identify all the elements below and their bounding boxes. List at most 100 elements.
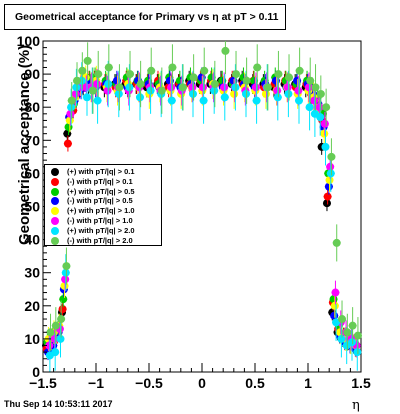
data-point (326, 162, 335, 171)
data-point (231, 83, 240, 92)
data-point (320, 119, 329, 128)
data-point (316, 113, 325, 122)
data-point (72, 83, 81, 92)
data-point (253, 63, 262, 72)
legend-marker (51, 197, 59, 206)
data-point (61, 268, 70, 277)
data-point (46, 328, 55, 337)
legend-label: (+) with pT/|q| > 0.5 (67, 186, 135, 196)
x-tick-label: −1.5 (29, 375, 57, 391)
legend-label: (-) with pT/|q| > 1.0 (67, 216, 133, 225)
data-point (285, 73, 294, 82)
legend-entry: (+) with pT/|q| > 1.0 (45, 206, 163, 216)
data-point (167, 96, 176, 105)
legend-label: (+) with pT/|q| > 1.0 (67, 206, 135, 216)
y-tick-label: 80 (24, 99, 40, 115)
data-point (337, 334, 346, 343)
data-point (50, 334, 59, 343)
x-tick-label: 1.5 (351, 375, 371, 391)
y-tick-label: 100 (17, 33, 41, 49)
y-tick-label: 60 (24, 165, 40, 181)
x-tick-label: 1 (304, 375, 312, 391)
data-point (125, 83, 134, 92)
legend-marker (51, 207, 59, 216)
data-point (273, 86, 282, 95)
data-point (62, 262, 71, 271)
x-tick-label: 0.5 (245, 375, 265, 391)
y-tick-label: 40 (24, 232, 40, 248)
y-tick-label: 70 (24, 132, 40, 148)
data-point (210, 80, 219, 89)
data-point (51, 321, 60, 330)
legend-entry: (+) with pT/|q| > 2.0 (45, 226, 163, 236)
data-point (210, 86, 219, 95)
x-ticks: −1.5 −1 −0.5 0 0.5 1 1.5 (29, 363, 371, 391)
data-point (61, 275, 70, 284)
data-point (51, 348, 60, 357)
data-point (241, 89, 250, 98)
data-point (242, 76, 251, 85)
data-point (103, 86, 112, 95)
data-point (263, 83, 272, 92)
data-point (304, 83, 313, 92)
data-point (322, 199, 331, 208)
data-point (311, 83, 320, 92)
y-tick-label: 10 (24, 331, 40, 347)
x-tick-label: 0 (198, 375, 206, 391)
data-point (321, 142, 330, 151)
data-point (295, 66, 304, 75)
y-tick-label: 30 (24, 265, 40, 281)
data-point (315, 103, 324, 112)
data-point (232, 70, 241, 79)
data-marks (42, 41, 362, 372)
data-point (188, 89, 197, 98)
legend-label: (+) with pT/|q| > 0.1 (67, 167, 135, 176)
timestamp-footer: Thu Sep 14 10:53:11 2017 (4, 399, 113, 409)
data-point (294, 96, 303, 105)
data-point (338, 315, 347, 324)
data-point (305, 103, 314, 112)
data-point (45, 341, 54, 350)
legend-marker (51, 226, 59, 235)
data-point (71, 89, 80, 98)
data-point (320, 129, 329, 138)
data-point (332, 318, 341, 327)
data-point (310, 96, 319, 105)
data-point (83, 56, 92, 65)
data-point (73, 76, 82, 85)
data-point (326, 169, 335, 178)
legend-entry: (-) with pT/|q| > 0.5 (45, 196, 163, 206)
data-point (294, 86, 303, 95)
data-point (252, 96, 261, 105)
data-point (283, 83, 292, 92)
data-point (284, 89, 293, 98)
data-point (274, 70, 283, 79)
x-tick-label: −0.5 (135, 375, 163, 391)
data-point (323, 192, 332, 201)
data-point (220, 93, 229, 102)
legend-label: (-) with pT/|q| > 0.5 (67, 196, 133, 206)
data-point (104, 63, 113, 72)
data-point (58, 305, 67, 314)
chart-title: Geometrical acceptance for Primary vs η … (4, 4, 286, 30)
legend-marker (51, 168, 59, 176)
data-point (56, 334, 65, 343)
data-point (220, 83, 229, 92)
data-point (221, 46, 230, 55)
data-point (135, 93, 144, 102)
data-point (168, 63, 177, 72)
data-point (198, 83, 207, 92)
series-group (46, 41, 362, 355)
data-point (343, 328, 352, 337)
y-tick-label: 50 (24, 199, 40, 215)
data-point (115, 83, 124, 92)
data-point (78, 66, 87, 75)
legend-entry: (-) with pT/|q| > 0.1 (45, 177, 163, 187)
data-point (348, 321, 357, 330)
data-point (59, 295, 68, 304)
data-point (63, 129, 72, 138)
legend-entry: (+) with pT/|q| > 0.5 (45, 187, 163, 197)
data-point (67, 103, 76, 112)
legend: (+) with pT/|q| > 0.1 (-) with pT/|q| > 0… (44, 164, 162, 246)
data-point (126, 70, 135, 79)
